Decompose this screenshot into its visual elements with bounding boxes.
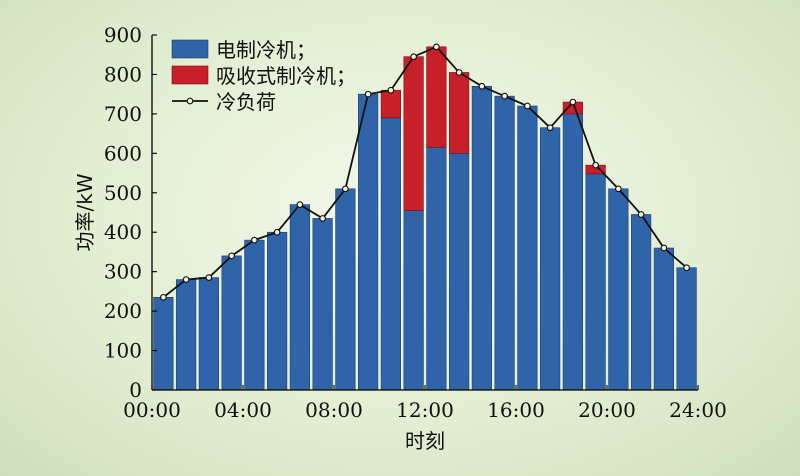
load-point <box>296 201 304 208</box>
bar-electric <box>449 153 470 391</box>
y-tick-label: 400 <box>104 220 142 244</box>
load-point <box>546 124 554 132</box>
load-point <box>251 236 258 244</box>
bar-electric <box>562 113 583 391</box>
load-point <box>273 228 281 236</box>
y-tick-label: 800 <box>104 62 142 86</box>
bar-electric <box>198 277 219 391</box>
y-tick-label: 100 <box>104 339 142 363</box>
load-point <box>569 98 577 106</box>
legend-label-electric: 电制冷机； <box>216 38 316 62</box>
bar-electric <box>267 231 288 391</box>
load-point <box>433 43 440 51</box>
bar-electric <box>312 218 333 391</box>
y-tick-label: 0 <box>129 378 142 402</box>
bar-electric <box>221 255 242 391</box>
axes-layer: 0 100 200 300 400 500 600 700 800 900 00:00 04:00 08… <box>104 23 727 422</box>
x-tick-label: 24:00 <box>669 398 727 422</box>
bar-electric <box>585 173 606 391</box>
load-point <box>683 264 690 272</box>
bar-electric <box>676 267 697 391</box>
load-point <box>182 276 190 283</box>
bar-electric <box>289 204 310 391</box>
y-tick-label: 300 <box>104 260 142 284</box>
x-tick-label: 20:00 <box>578 398 636 422</box>
bar-electric <box>517 105 538 391</box>
bar-electric <box>653 247 674 391</box>
bar-absorption <box>449 72 470 154</box>
bar-electric <box>471 85 492 391</box>
bar-electric <box>540 127 561 391</box>
load-point <box>455 69 463 76</box>
y-tick-label: 600 <box>104 141 142 165</box>
bar-absorption <box>403 56 424 211</box>
y-tick-label: 500 <box>104 181 142 205</box>
bar-electric <box>358 93 379 391</box>
bar-electric <box>608 188 629 391</box>
legend-label-load: 冷负荷 <box>216 90 276 114</box>
bar-electric <box>403 210 424 391</box>
legend-swatch-absorption <box>171 65 209 85</box>
load-point <box>592 161 599 169</box>
x-tick-label: 08:00 <box>305 398 363 422</box>
load-line-layer <box>160 43 690 301</box>
load-point <box>364 90 372 98</box>
bar-electric <box>426 147 447 391</box>
x-tick-label: 00:00 <box>123 398 181 422</box>
y-axis-title: 功率/kW <box>73 173 97 251</box>
legend-swatch-load-marker <box>186 97 194 105</box>
load-point <box>501 92 508 100</box>
legend: 电制冷机；吸收式制冷机；冷负荷 <box>171 38 356 114</box>
bar-electric <box>335 188 356 391</box>
load-point <box>660 244 668 252</box>
load-point <box>342 185 349 193</box>
legend-label-absorption: 吸收式制冷机； <box>216 64 356 88</box>
bar-electric <box>244 239 265 391</box>
load-point <box>637 211 645 218</box>
load-point <box>160 293 167 301</box>
bar-electric <box>176 279 197 391</box>
y-tick-label: 700 <box>104 102 142 126</box>
x-tick-label: 16:00 <box>487 398 545 422</box>
load-line <box>162 45 688 299</box>
bar-electric <box>380 117 401 391</box>
bar-absorption <box>426 46 447 148</box>
x-axis-title: 时刻 <box>405 429 445 453</box>
load-point <box>410 53 417 61</box>
load-point <box>387 86 395 94</box>
load-point <box>228 252 235 260</box>
y-tick-label: 200 <box>104 299 142 323</box>
load-point <box>319 215 326 222</box>
load-point <box>524 102 531 110</box>
x-tick-label: 12:00 <box>396 398 454 422</box>
bars-layer <box>153 46 697 391</box>
load-point <box>205 274 213 281</box>
bar-absorption <box>380 89 401 119</box>
legend-swatch-electric <box>171 39 209 59</box>
bar-electric <box>631 214 652 391</box>
load-point <box>615 185 622 193</box>
x-tick-label: 04:00 <box>214 398 272 422</box>
load-point <box>478 82 486 90</box>
y-tick-label: 900 <box>104 23 142 47</box>
bar-electric <box>494 95 515 391</box>
